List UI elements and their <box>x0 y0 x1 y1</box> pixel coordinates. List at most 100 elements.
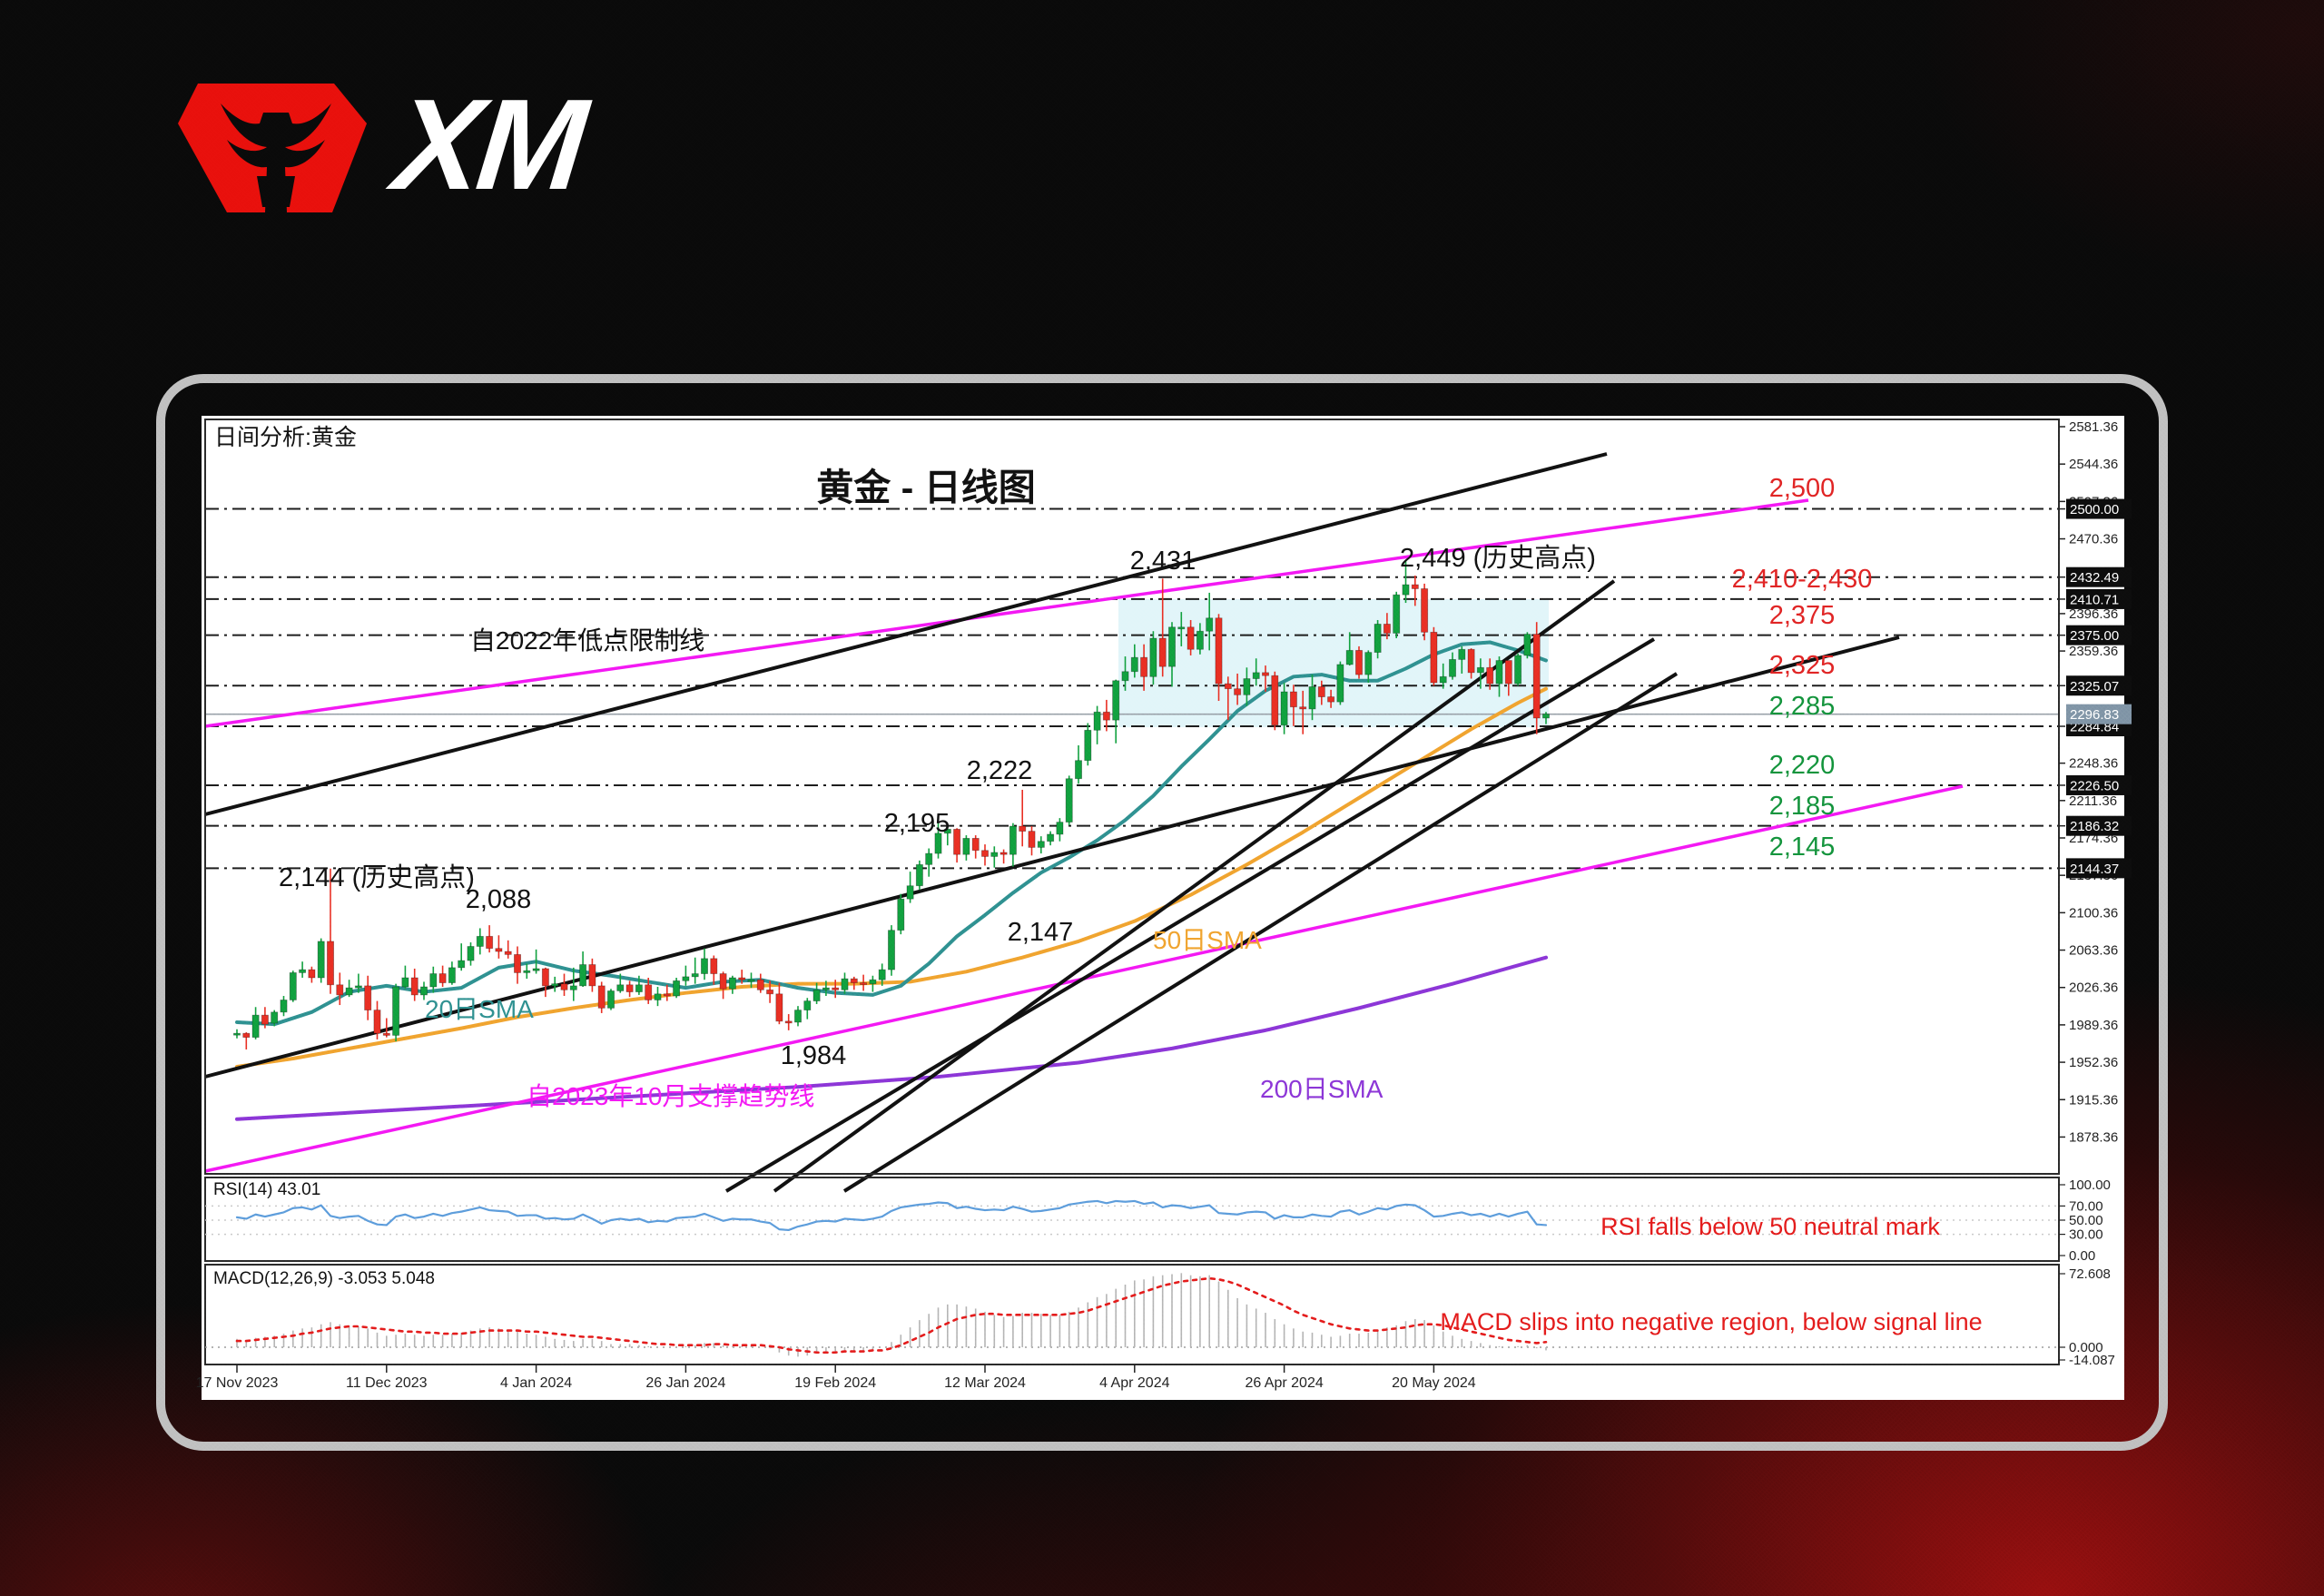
candle-body[interactable] <box>280 1000 288 1013</box>
candle-body[interactable] <box>1421 588 1429 633</box>
candle-body[interactable] <box>803 1000 812 1011</box>
candle-body[interactable] <box>419 986 428 996</box>
candle-body[interactable] <box>1000 852 1008 855</box>
candle-body[interactable] <box>869 979 877 985</box>
candle-body[interactable] <box>597 985 606 1009</box>
candle-body[interactable] <box>1065 778 1073 823</box>
candle-body[interactable] <box>1289 691 1297 708</box>
candle-body[interactable] <box>1177 626 1186 630</box>
trendline-restriction-line-from-2022-low[interactable] <box>204 498 1809 728</box>
candle-body[interactable] <box>1374 624 1382 653</box>
candle-body[interactable] <box>1149 637 1157 677</box>
candle-body[interactable] <box>242 1032 251 1039</box>
candle-body[interactable] <box>616 984 625 991</box>
candle-body[interactable] <box>1009 825 1017 855</box>
candle-body[interactable] <box>401 977 409 988</box>
candle-body[interactable] <box>943 828 951 834</box>
candle-body[interactable] <box>850 978 858 983</box>
candle-body[interactable] <box>934 832 942 854</box>
candle-body[interactable] <box>897 898 905 931</box>
candle-body[interactable] <box>682 976 690 981</box>
candle-body[interactable] <box>588 964 596 987</box>
candle-body[interactable] <box>663 993 671 997</box>
candle-body[interactable] <box>308 969 316 979</box>
candle-body[interactable] <box>1075 760 1083 780</box>
candle-body[interactable] <box>504 951 512 955</box>
candle-body[interactable] <box>906 885 914 900</box>
candle-body[interactable] <box>232 1032 241 1036</box>
candle-body[interactable] <box>832 987 840 990</box>
candle-body[interactable] <box>953 828 961 855</box>
candle-body[interactable] <box>1345 649 1354 665</box>
candle-body[interactable] <box>962 837 970 855</box>
price-level-badge[interactable] <box>2066 588 2132 609</box>
candle-body[interactable] <box>719 973 727 990</box>
candle-body[interactable] <box>654 993 662 1000</box>
candle-body[interactable] <box>738 977 746 980</box>
candle-body[interactable] <box>317 941 325 979</box>
candle-body[interactable] <box>579 964 587 987</box>
candle-body[interactable] <box>747 979 755 982</box>
trendline-fan-line-low[interactable] <box>842 672 1679 1193</box>
candle-body[interactable] <box>1317 686 1325 697</box>
price-level-badge[interactable] <box>2066 858 2132 879</box>
candle-body[interactable] <box>1430 631 1438 684</box>
candle-body[interactable] <box>635 984 643 992</box>
candle-body[interactable] <box>541 968 549 987</box>
price-level-badge[interactable] <box>2066 566 2132 587</box>
candle-body[interactable] <box>878 969 886 980</box>
candle-body[interactable] <box>410 977 419 996</box>
candle-body[interactable] <box>1308 686 1316 710</box>
candle-body[interactable] <box>1028 831 1036 848</box>
candle-body[interactable] <box>336 984 344 996</box>
candle-body[interactable] <box>1299 706 1307 710</box>
price-level-badge[interactable] <box>2066 498 2132 519</box>
candle-body[interactable] <box>1355 649 1364 675</box>
candle-body[interactable] <box>1158 637 1167 667</box>
candle-body[interactable] <box>1476 666 1484 674</box>
candle-body[interactable] <box>1224 683 1232 690</box>
candle-body[interactable] <box>1393 594 1401 634</box>
candle-body[interactable] <box>271 1011 279 1024</box>
trendline-fan-line-steep[interactable] <box>773 579 1616 1193</box>
candle-body[interactable] <box>728 977 736 990</box>
candle-body[interactable] <box>1364 652 1373 675</box>
candle-body[interactable] <box>1047 833 1055 842</box>
price-level-badge[interactable] <box>2066 774 2132 795</box>
candle-body[interactable] <box>888 930 896 970</box>
candle-body[interactable] <box>326 941 334 986</box>
candle-body[interactable] <box>607 990 615 1009</box>
candle-body[interactable] <box>373 1010 381 1034</box>
candle-body[interactable] <box>495 948 503 952</box>
current-price-badge[interactable] <box>2066 704 2132 724</box>
candle-body[interactable] <box>299 969 307 973</box>
candle-body[interactable] <box>1383 624 1391 634</box>
candle-body[interactable] <box>1262 672 1270 676</box>
candle-body[interactable] <box>392 986 400 1036</box>
candle-body[interactable] <box>1084 729 1092 762</box>
candle-body[interactable] <box>645 984 653 1000</box>
candle-body[interactable] <box>701 958 709 974</box>
candle-body[interactable] <box>990 852 999 857</box>
candle-body[interactable] <box>915 863 923 887</box>
candle-body[interactable] <box>822 987 830 990</box>
candle-body[interactable] <box>756 979 764 990</box>
trendline-upper-channel-line[interactable] <box>204 452 1608 816</box>
candle-body[interactable] <box>925 852 933 865</box>
candle-body[interactable] <box>1514 655 1522 685</box>
candle-body[interactable] <box>1112 680 1120 721</box>
candle-body[interactable] <box>1458 648 1466 660</box>
candle-body[interactable] <box>364 985 372 1011</box>
candle-body[interactable] <box>1206 617 1214 632</box>
candle-body[interactable] <box>1411 584 1419 589</box>
candle-body[interactable] <box>1234 688 1242 695</box>
candle-body[interactable] <box>625 984 634 992</box>
candle-body[interactable] <box>860 982 868 985</box>
price-level-badge[interactable] <box>2066 815 2132 836</box>
candle-body[interactable] <box>794 1010 803 1023</box>
candle-body[interactable] <box>710 958 718 974</box>
candle-body[interactable] <box>1140 656 1148 677</box>
candle-body[interactable] <box>691 973 699 978</box>
candle-body[interactable] <box>775 993 783 1022</box>
price-level-badge[interactable] <box>2066 625 2132 645</box>
